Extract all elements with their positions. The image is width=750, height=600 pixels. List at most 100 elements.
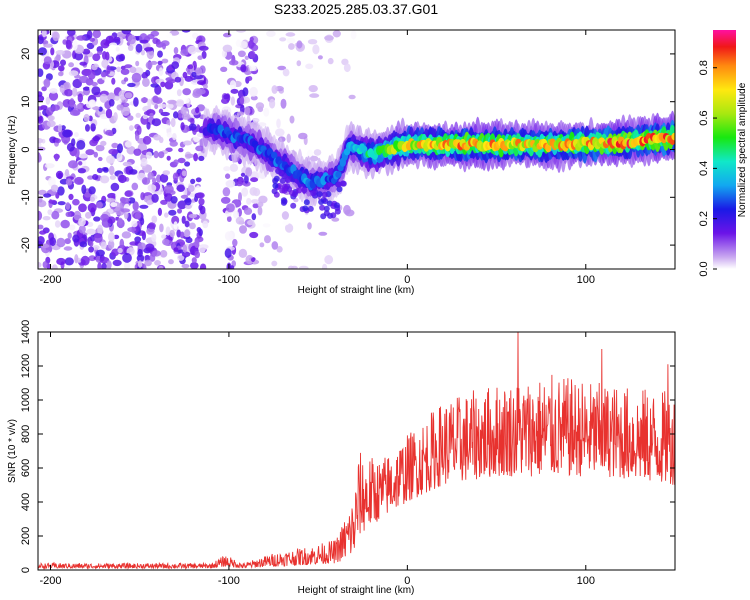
- spectrogram-speckle: [145, 243, 155, 252]
- spectrogram-speckle: [129, 66, 137, 74]
- spectrogram-speckle: [198, 204, 203, 211]
- spectrogram-speckle: [85, 149, 95, 156]
- spectrogram-speckle: [100, 140, 107, 147]
- spectrogram-speckle: [100, 241, 107, 250]
- spectrogram-speckle: [56, 257, 66, 266]
- spectrogram-speckle: [238, 192, 242, 202]
- spectrogram-speckle: [43, 43, 53, 48]
- spectrogram-speckle: [242, 181, 251, 187]
- spectrogram-y-tick-label: -10: [20, 189, 32, 205]
- spectrogram-speckle: [196, 192, 205, 199]
- spectrogram-speckle: [308, 85, 318, 93]
- spectrogram-speckle: [166, 103, 174, 109]
- spectrogram-speckle: [319, 204, 326, 211]
- spectrogram-speckle: [116, 152, 123, 162]
- spectrogram-speckle: [115, 54, 124, 62]
- spectrogram-speckle: [147, 222, 156, 230]
- spectrogram-speckle: [164, 184, 174, 194]
- spectrogram-speckle: [191, 71, 197, 78]
- spectrogram-speckle: [153, 150, 159, 159]
- spectrogram-speckle: [134, 236, 142, 243]
- spectrogram-speckle: [285, 177, 291, 183]
- spectrogram-speckle: [158, 136, 164, 144]
- spectrogram-speckle: [151, 250, 161, 257]
- spectrogram-speckle: [157, 60, 163, 65]
- spectrogram-speckle: [223, 166, 231, 172]
- spectrogram-speckle: [245, 254, 254, 265]
- colorbar-tick-label: 0.8: [698, 60, 710, 75]
- spectrogram-speckle: [108, 148, 118, 155]
- spectrogram-speckle: [146, 49, 155, 60]
- spectrogram-speckle: [45, 96, 51, 105]
- spectrogram-speckle: [188, 222, 196, 230]
- spectrogram-speckle: [177, 200, 187, 210]
- spectrogram-speckle: [334, 208, 341, 215]
- spectrogram-speckle: [281, 211, 289, 220]
- spectrogram-speckle: [41, 30, 47, 38]
- spectrogram-speckle: [92, 135, 101, 142]
- spectrogram-speckle: [177, 157, 186, 164]
- spectrogram-speckle: [135, 60, 140, 67]
- spectrogram-speckle: [136, 254, 145, 262]
- spectrogram-speckle: [348, 94, 356, 100]
- spectrogram-speckle: [253, 188, 261, 197]
- spectrogram-speckle: [111, 142, 119, 149]
- spectrogram-speckle: [64, 257, 74, 266]
- spectrogram-speckle: [77, 93, 84, 103]
- spectrogram-speckle: [161, 124, 171, 129]
- spectrogram-speckle: [170, 196, 178, 204]
- spectrogram-speckle: [66, 142, 75, 152]
- spectrogram-speckle: [301, 187, 308, 194]
- spectrogram-speckle: [108, 232, 115, 242]
- spectrogram-speckle: [310, 190, 317, 197]
- spectrogram-speckle: [58, 71, 64, 77]
- spectrogram-speckle: [105, 108, 113, 119]
- spectrogram-speckle: [97, 224, 103, 235]
- spectrogram-speckle: [116, 66, 121, 73]
- spectrogram-speckle: [196, 132, 204, 138]
- spectrogram-speckle: [76, 35, 86, 41]
- spectrogram-speckle: [302, 205, 309, 212]
- spectrogram-speckle: [89, 37, 96, 42]
- spectrogram-speckle: [54, 138, 62, 144]
- spectrogram-speckle: [236, 111, 245, 116]
- spectrogram-speckle: [285, 32, 296, 37]
- spectrogram-speckle: [235, 181, 243, 187]
- spectrogram-speckle: [72, 87, 78, 97]
- spectrogram-speckle: [147, 98, 152, 109]
- spectrogram-speckle: [220, 66, 228, 73]
- spectrogram-speckle: [38, 138, 43, 144]
- spectrogram-speckle: [202, 220, 209, 229]
- spectrogram-speckle: [92, 53, 101, 62]
- spectrogram-speckle: [282, 68, 290, 77]
- spectrogram-speckle: [332, 30, 341, 38]
- spectrogram-speckle: [72, 78, 82, 89]
- spectrogram-speckle: [166, 119, 171, 127]
- spectrogram-speckle: [113, 112, 118, 122]
- spectrogram-speckle: [176, 229, 181, 238]
- spectrogram-speckle: [137, 260, 143, 268]
- spectrogram-speckle: [248, 40, 255, 49]
- spectrogram-speckle: [91, 64, 98, 71]
- spectrogram-speckle: [106, 155, 115, 164]
- spectrogram-speckle: [39, 230, 47, 235]
- spectrogram-speckle: [230, 96, 235, 106]
- spectrogram-speckle: [89, 99, 97, 108]
- spectrogram-speckle: [249, 86, 258, 97]
- colorbar-gradient: [713, 30, 736, 269]
- spectrogram-speckle: [88, 255, 96, 262]
- spectrogram-speckle: [117, 217, 123, 225]
- spectrogram-speckle: [198, 155, 205, 161]
- spectrogram-speckle: [152, 177, 157, 185]
- colorbar-tick-label: 0.2: [698, 211, 710, 226]
- spectrogram-speckle: [240, 64, 247, 73]
- spectrogram-speckle: [79, 75, 89, 84]
- spectrogram-speckle: [262, 223, 271, 228]
- spectrogram-speckle: [68, 160, 78, 169]
- spectrogram-speckle: [271, 188, 278, 195]
- spectrogram-speckle: [150, 83, 159, 88]
- spectrogram-speckle: [252, 118, 260, 124]
- spectrogram-speckle: [82, 86, 91, 91]
